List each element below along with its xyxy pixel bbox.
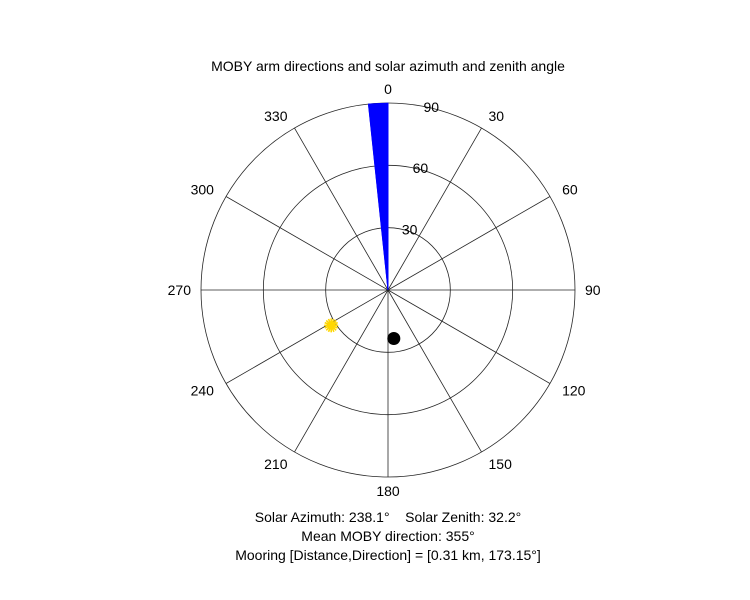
theta-tick-180: 180 — [376, 483, 400, 499]
mean-moby-direction-caption: Mean MOBY direction: 355° — [301, 528, 474, 544]
theta-tick-240: 240 — [191, 383, 215, 399]
moby-arm-line — [377, 103, 389, 291]
moby-arm-line — [371, 103, 389, 291]
r-tick-60: 60 — [413, 160, 429, 176]
theta-tick-30: 30 — [489, 108, 505, 124]
theta-tick-330: 330 — [264, 108, 288, 124]
theta-spoke-330 — [294, 127, 389, 291]
moby-arm-line — [384, 103, 389, 291]
theta-tick-60: 60 — [562, 182, 578, 198]
sun-marker — [324, 318, 339, 333]
r-tick-90: 90 — [423, 99, 439, 115]
mooring-point — [387, 331, 401, 345]
theta-tick-120: 120 — [562, 383, 586, 399]
mooring-caption: Mooring [Distance,Direction] = [0.31 km,… — [235, 547, 541, 563]
theta-spoke-150 — [387, 289, 482, 453]
theta-spoke-60 — [387, 196, 551, 291]
chart-title: MOBY arm directions and solar azimuth an… — [211, 58, 565, 74]
moby-arm-line — [374, 103, 389, 291]
theta-tick-150: 150 — [489, 456, 513, 472]
theta-spoke-240 — [225, 289, 389, 384]
theta-tick-210: 210 — [264, 456, 288, 472]
theta-spoke-300 — [225, 196, 389, 291]
moby-arm-line — [367, 103, 389, 291]
theta-tick-labels: 0 30 60 90 120 150 180 210 240 270 300 330 — [168, 81, 601, 499]
r-tick-30: 30 — [402, 222, 418, 238]
theta-tick-0: 0 — [384, 81, 392, 97]
data-layer — [324, 102, 401, 345]
theta-tick-270: 270 — [168, 282, 192, 298]
solar-angles-caption: Solar Azimuth: 238.1° Solar Zenith: 32.2… — [255, 509, 521, 525]
theta-tick-300: 300 — [191, 182, 215, 198]
moby-arm-line — [380, 103, 389, 291]
theta-spoke-210 — [294, 289, 389, 453]
theta-spoke-120 — [387, 289, 551, 384]
r-tick-labels: 30 60 90 — [402, 99, 439, 238]
theta-tick-90: 90 — [585, 282, 601, 298]
theta-spoke-30 — [387, 127, 482, 291]
moby-arm-directions — [367, 102, 389, 291]
